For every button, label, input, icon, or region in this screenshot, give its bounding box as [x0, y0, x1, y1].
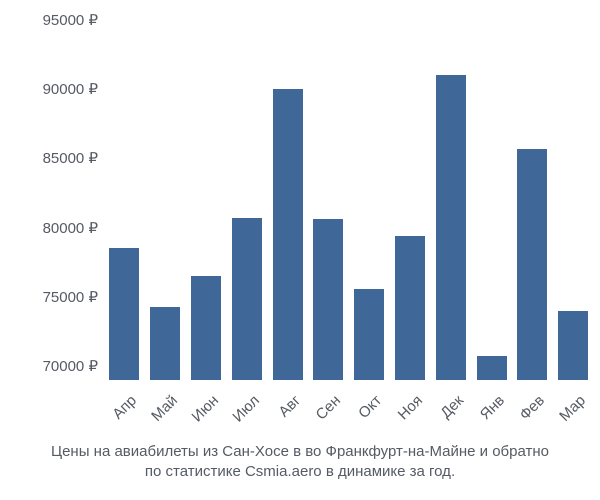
y-tick-label: 85000 ₽: [8, 149, 98, 167]
bar: [150, 307, 180, 380]
bar: [354, 289, 384, 380]
x-tick-label: Апр: [100, 392, 140, 432]
x-tick-label: Май: [141, 392, 181, 432]
bar: [232, 218, 262, 380]
y-tick-label: 80000 ₽: [8, 219, 98, 237]
plot-area: [100, 20, 590, 380]
bar: [558, 311, 588, 380]
x-tick-label: Авг: [263, 392, 303, 432]
x-tick-label: Дек: [427, 392, 467, 432]
bar: [395, 236, 425, 380]
y-tick-label: 75000 ₽: [8, 288, 98, 306]
price-chart: 70000 ₽ 75000 ₽ 80000 ₽ 85000 ₽ 90000 ₽ 95000…: [0, 0, 600, 500]
bar: [191, 276, 221, 380]
bar: [109, 248, 139, 380]
bar: [436, 75, 466, 380]
y-tick-label: 90000 ₽: [8, 80, 98, 98]
y-tick-label: 70000 ₽: [8, 357, 98, 375]
x-tick-label: Ноя: [386, 392, 426, 432]
y-tick-label: 95000 ₽: [8, 11, 98, 29]
x-tick-label: Янв: [467, 392, 507, 432]
x-tick-label: Июн: [182, 392, 222, 432]
bar: [273, 89, 303, 380]
x-tick-label: Фев: [508, 392, 548, 432]
bar: [517, 149, 547, 380]
x-tick-label: Сен: [304, 392, 344, 432]
caption-line-1: Цены на авиабилеты из Сан-Хосе в во Фран…: [51, 443, 549, 460]
x-tick-label: Окт: [345, 392, 385, 432]
x-tick-label: Июл: [223, 392, 263, 432]
x-tick-label: Мар: [549, 392, 589, 432]
bar: [313, 219, 343, 380]
x-axis: АпрМайИюнИюлАвгСенОктНояДекЯнвФевМар: [100, 382, 590, 442]
chart-caption: Цены на авиабилеты из Сан-Хосе в во Фран…: [0, 442, 600, 483]
caption-line-2: по статистике Csmia.aero в динамике за г…: [145, 463, 455, 480]
bar: [477, 356, 507, 380]
